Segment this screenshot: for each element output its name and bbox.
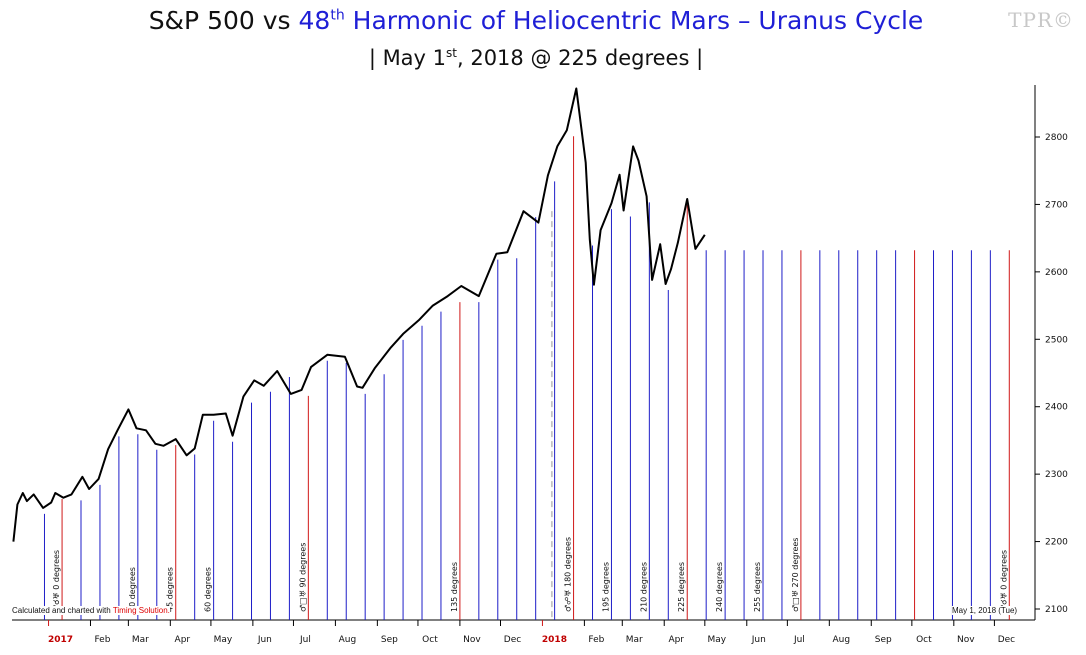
subtitle-part-b: , 2018 @ 225 degrees |	[456, 46, 704, 70]
y-tick-label-2500: 2500	[1045, 335, 1068, 345]
y-tick-label-2800: 2800	[1045, 133, 1068, 143]
cycle-label-33: 210 degrees	[639, 562, 648, 612]
x-tick-label-20: Sep	[875, 635, 892, 645]
x-tick-label-3: Apr	[175, 635, 191, 645]
x-tick-label-6: Jul	[299, 635, 311, 645]
cycle-label-31: 195 degrees	[601, 562, 610, 612]
x-tick-label-23: Dec	[998, 635, 1015, 645]
y-tick-label-2700: 2700	[1045, 200, 1068, 210]
x-tick-label-18: Jul	[793, 635, 805, 645]
x-tick-label-16: May	[708, 635, 727, 645]
x-tick-label-21: Oct	[916, 635, 932, 645]
x-tick-label-22: Nov	[957, 635, 975, 645]
x-tick-label-4: May	[214, 635, 233, 645]
cycle-label-37: 240 degrees	[715, 562, 724, 612]
x-tick-label-15: Apr	[668, 635, 684, 645]
x-tick-label-10: Nov	[463, 635, 481, 645]
cycle-label-23: 135 degrees	[450, 562, 459, 612]
cycle-label-52: ♂☌♅ 0 degrees	[999, 550, 1008, 612]
cycle-label-41: ♂□♅ 270 degrees	[791, 538, 800, 612]
y-tick-label-2600: 2600	[1045, 268, 1068, 278]
date-info: May 1, 2018 (Tue)	[952, 606, 1018, 615]
cycle-label-39: 255 degrees	[753, 562, 762, 612]
chart-title: S&P 500 vs 48th Harmonic of Heliocentric…	[0, 6, 1072, 35]
title-rest: Harmonic of Heliocentric Mars – Uranus C…	[344, 6, 924, 35]
subtitle-part-a: | May 1	[368, 46, 447, 70]
title-prefix: S&P 500 vs	[148, 6, 299, 35]
title-superscript: th	[330, 7, 345, 24]
y-tick-label-2100: 2100	[1045, 605, 1068, 615]
x-tick-label-7: Aug	[339, 635, 357, 645]
title-harmonic: 48th Harmonic of Heliocentric Mars – Ura…	[299, 6, 924, 35]
credit-link[interactable]: Timing Solution.	[112, 606, 170, 615]
chart-subtitle: | May 1st, 2018 @ 225 degrees |	[0, 46, 1072, 70]
credit-note: Calculated and charted with Timing Solut…	[12, 606, 170, 615]
cycle-label-10: 60 degrees	[204, 567, 213, 612]
cycle-label-15: ♂□♅ 90 degrees	[298, 543, 307, 612]
x-tick-label-11: Dec	[504, 635, 521, 645]
cycle-label-6: 30 degrees	[128, 567, 137, 612]
y-tick-label-2400: 2400	[1045, 403, 1068, 413]
tpr-logo: TPR©	[1008, 8, 1074, 32]
x-tick-label-12: 2018	[542, 635, 567, 645]
x-tick-label-13: Feb	[588, 635, 604, 645]
cycle-label-35: 225 degrees	[677, 562, 686, 612]
cycle-label-8: 45 degrees	[166, 567, 175, 612]
x-tick-label-1: Feb	[95, 635, 111, 645]
y-tick-label-2300: 2300	[1045, 470, 1068, 480]
y-tick-label-2200: 2200	[1045, 538, 1068, 548]
x-tick-label-0: 2017	[48, 635, 73, 645]
title-number: 48	[298, 6, 331, 35]
x-tick-label-2: Mar	[132, 635, 149, 645]
cycle-label-29: ♂☍♅ 180 degrees	[564, 537, 573, 612]
x-tick-label-9: Oct	[422, 635, 438, 645]
x-tick-label-8: Sep	[381, 635, 398, 645]
credit-text: Calculated and charted with	[12, 606, 113, 615]
subtitle-superscript: st	[446, 46, 457, 60]
price-series	[12, 87, 706, 542]
cycle-label-2: ♂☌♅ 0 degrees	[52, 550, 61, 612]
x-tick-label-19: Aug	[833, 635, 851, 645]
x-tick-label-17: Jun	[751, 635, 766, 645]
x-tick-label-14: Mar	[626, 635, 643, 645]
x-tick-label-5: Jun	[257, 635, 272, 645]
